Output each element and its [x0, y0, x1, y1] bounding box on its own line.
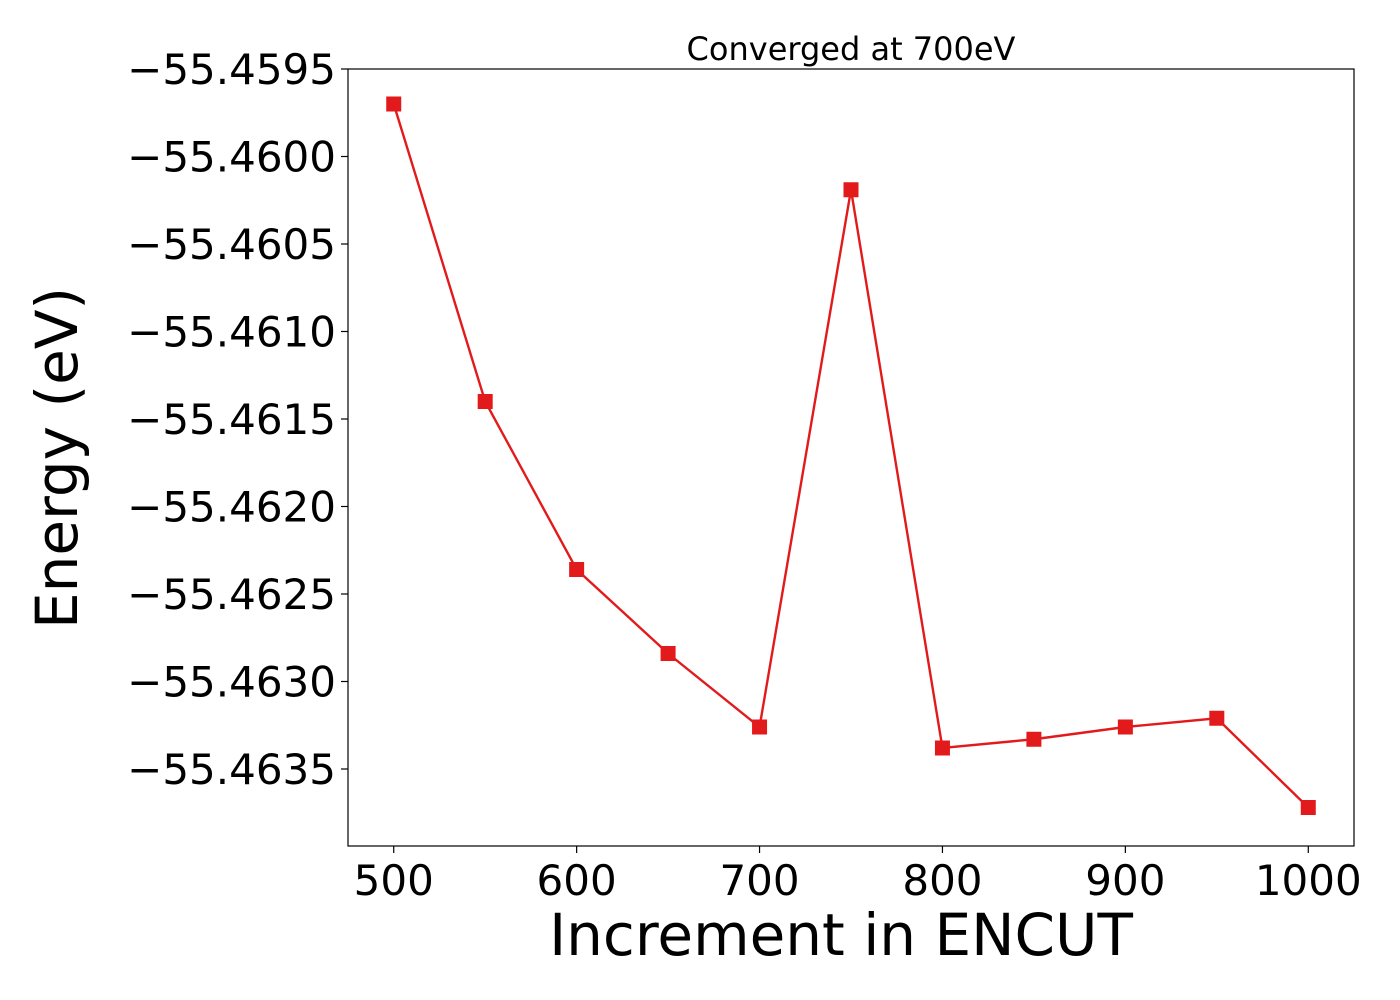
y-tick-label: −55.4600 — [127, 133, 336, 182]
data-point-marker — [1117, 719, 1133, 735]
x-axis: 500 600 700 800 900 1000 — [354, 846, 1362, 905]
data-point-marker — [1209, 710, 1225, 726]
series-layer — [386, 96, 1316, 815]
data-point-marker — [477, 394, 493, 409]
y-tick-label: −55.4635 — [127, 745, 336, 794]
data-point-marker — [843, 182, 859, 198]
data-point-marker — [1026, 731, 1042, 747]
x-tick-label: 600 — [537, 856, 617, 905]
data-point-marker — [386, 96, 402, 112]
data-point-marker — [752, 719, 768, 735]
x-tick-label: 700 — [719, 856, 799, 905]
data-point-marker — [934, 740, 950, 756]
x-tick-label: 900 — [1085, 856, 1165, 905]
data-point-marker — [1300, 800, 1316, 815]
y-axis: −55.4595 −55.4600 −55.4605 −55.4610 −55.4615… — [127, 45, 348, 794]
series-line — [392, 103, 1310, 809]
x-tick-label: 500 — [354, 856, 434, 905]
y-tick-label: −55.4620 — [127, 483, 336, 532]
data-point-marker — [660, 646, 676, 661]
x-tick-label: 800 — [902, 856, 982, 905]
x-tick-label: 1000 — [1255, 856, 1362, 905]
y-tick-label: −55.4615 — [127, 395, 336, 444]
x-axis-label: Increment in ENCUT — [549, 901, 1133, 969]
y-tick-label: −55.4595 — [127, 45, 336, 94]
data-point-marker — [569, 562, 585, 577]
y-tick-label: −55.4610 — [127, 308, 336, 357]
y-axis-label: Energy (eV) — [23, 287, 91, 629]
y-tick-label: −55.4605 — [127, 220, 336, 269]
plot-area-frame — [347, 68, 1355, 847]
y-tick-label: −55.4625 — [127, 570, 336, 619]
chart-title: Converged at 700eV — [687, 30, 1016, 68]
y-tick-label: −55.4630 — [127, 658, 336, 707]
